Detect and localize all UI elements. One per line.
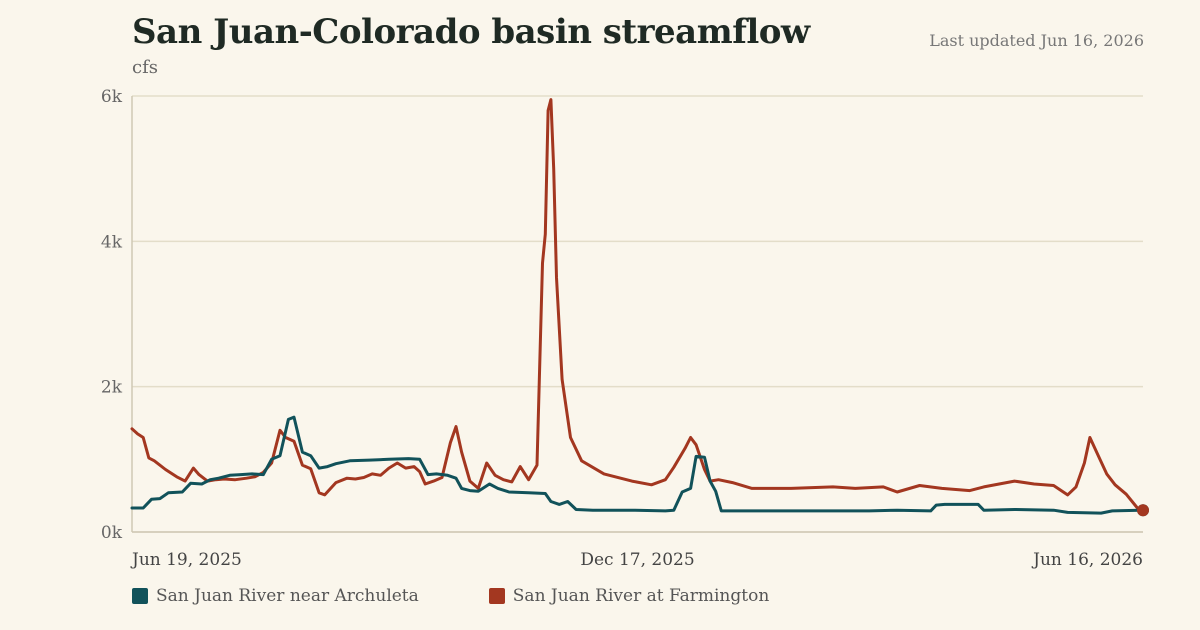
y-axis-ticks: 0k 2k 4k 6k — [101, 87, 123, 543]
y-tick-label: 6k — [101, 87, 123, 107]
legend-label-farmington: San Juan River at Farmington — [512, 586, 770, 606]
chart-title: San Juan-Colorado basin streamflow — [132, 12, 810, 52]
last-updated: Last updated Jun 16, 2026 — [929, 31, 1144, 50]
x-tick-label: Jun 19, 2025 — [130, 550, 242, 570]
y-tick-label: 0k — [101, 523, 123, 543]
legend-item-farmington: San Juan River at Farmington — [488, 586, 770, 606]
series-end-dot-farmington — [1137, 504, 1149, 517]
x-tick-label: Dec 17, 2025 — [580, 550, 694, 570]
grid-lines — [131, 95, 1143, 533]
legend-label-archuleta: San Juan River near Archuleta — [156, 586, 419, 606]
series-line-farmington — [130, 98, 1145, 512]
y-tick-label: 4k — [101, 232, 123, 252]
unit-label: cfs — [132, 57, 158, 78]
legend-swatch-archuleta — [132, 588, 148, 604]
legend-swatch-farmington — [488, 588, 505, 604]
x-axis-ticks: Jun 19, 2025 Dec 17, 2025 Jun 16, 2026 — [130, 550, 1143, 570]
series-lines — [130, 98, 1149, 517]
x-tick-label: Jun 16, 2026 — [1031, 550, 1143, 570]
y-tick-label: 2k — [101, 378, 123, 398]
series-line-archuleta — [130, 415, 1145, 515]
legend-item-archuleta: San Juan River near Archuleta — [132, 586, 419, 606]
legend: San Juan River near Archuleta San Juan R… — [132, 586, 769, 606]
